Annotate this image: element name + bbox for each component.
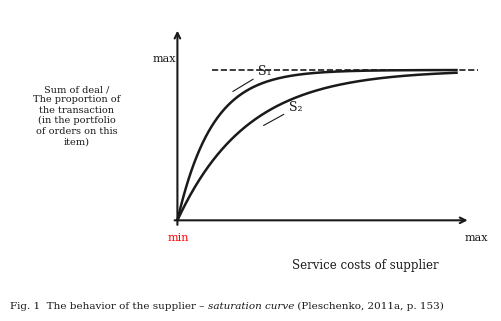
Text: (Pleschenko, 2011a, p. 153): (Pleschenko, 2011a, p. 153) <box>294 302 444 311</box>
Text: Service costs of supplier: Service costs of supplier <box>292 259 439 272</box>
Text: max: max <box>152 54 176 64</box>
Text: saturation curve: saturation curve <box>208 302 294 311</box>
Text: Fig. 1  The behavior of the supplier –: Fig. 1 The behavior of the supplier – <box>10 302 208 311</box>
Text: Sum of deal /
The proportion of
the transaction
(in the portfolio
of orders on t: Sum of deal / The proportion of the tran… <box>33 85 120 146</box>
Text: min: min <box>168 233 189 243</box>
Text: max: max <box>464 233 488 243</box>
Text: S₁: S₁ <box>233 65 272 91</box>
Text: S₂: S₂ <box>264 101 303 126</box>
